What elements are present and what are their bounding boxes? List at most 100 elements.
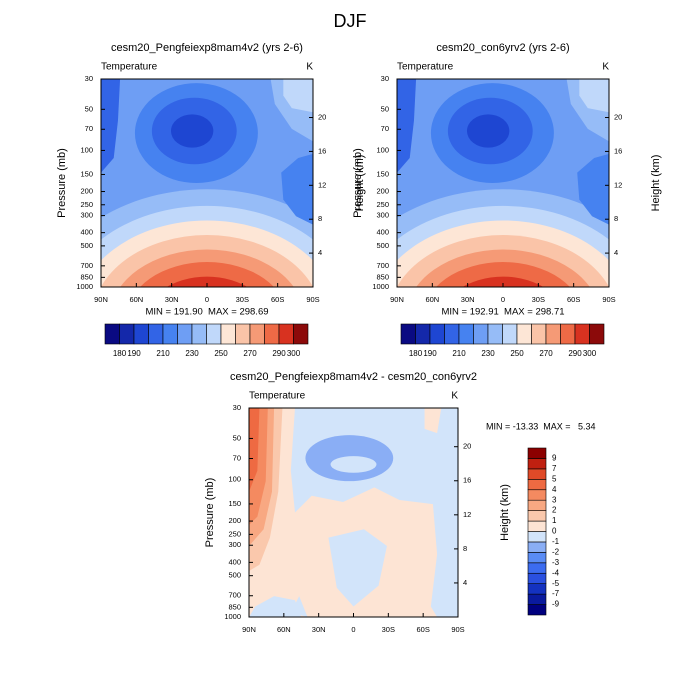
colorbar-box	[527, 479, 547, 491]
colorbar-label: 290	[568, 349, 582, 358]
colorbar-box	[531, 323, 547, 345]
y-tick-label: 400	[80, 228, 93, 237]
y-tick-label: 700	[228, 591, 241, 600]
contour-region	[281, 153, 313, 225]
x-tick-label: 30N	[165, 295, 179, 304]
colorbar-label: 2	[552, 506, 557, 515]
y2-axis-label: Height (km)	[499, 484, 511, 541]
y-tick-label: 200	[228, 516, 241, 525]
y2-tick-label: 4	[614, 248, 618, 257]
x-tick-label: 60N	[277, 625, 291, 634]
contour-region	[579, 79, 609, 113]
x-tick-label: 30N	[461, 295, 475, 304]
y-tick-label: 500	[376, 241, 389, 250]
colorbar-box	[473, 323, 489, 345]
colorbar-box	[527, 583, 547, 595]
y-tick-label: 1000	[372, 282, 389, 291]
colorbar-box	[458, 323, 474, 345]
colorbar-box	[527, 531, 547, 543]
y2-tick-label: 4	[318, 248, 322, 257]
x-tick-label: 30S	[532, 295, 545, 304]
colorbar-label: 250	[214, 349, 228, 358]
colorbar-label: 300	[287, 349, 301, 358]
colorbar-box	[545, 323, 561, 345]
y-tick-label: 250	[80, 200, 93, 209]
y2-axis-label: Height (km)	[650, 155, 662, 212]
y-tick-label: 250	[376, 200, 389, 209]
colorbar-label: 1	[552, 516, 557, 525]
y-tick-label: 30	[381, 74, 389, 83]
colorbar-box	[560, 323, 576, 345]
y-tick-label: 1000	[224, 612, 241, 621]
x-tick-label: 90N	[390, 295, 404, 304]
figure-title: DJF	[334, 11, 367, 31]
y-tick-label: 30	[233, 403, 241, 412]
y-tick-label: 400	[228, 557, 241, 566]
y2-tick-label: 12	[614, 180, 622, 189]
colorbar-label: 190	[423, 349, 437, 358]
y2-tick-label: 8	[463, 544, 467, 553]
y-tick-label: 70	[381, 124, 389, 133]
right-label: K	[602, 62, 609, 73]
colorbar-label: 300	[583, 349, 597, 358]
y2-tick-label: 12	[463, 510, 471, 519]
colorbar-box	[527, 499, 547, 511]
y-tick-label: 50	[381, 104, 389, 113]
colorbar-label: 0	[552, 527, 557, 536]
colorbar-box	[191, 323, 207, 345]
contour-region	[170, 114, 214, 148]
contour-region	[249, 408, 260, 492]
x-tick-label: 90S	[451, 625, 464, 634]
y-tick-label: 400	[376, 228, 389, 237]
colorbar-box	[119, 323, 135, 345]
x-tick-label: 30S	[382, 625, 395, 634]
y-tick-label: 50	[85, 104, 93, 113]
y-tick-label: 100	[376, 145, 389, 154]
y-tick-label: 850	[376, 272, 389, 281]
y-tick-label: 500	[228, 571, 241, 580]
colorbar-box	[527, 552, 547, 564]
y-tick-label: 100	[80, 145, 93, 154]
colorbar-box	[235, 323, 251, 345]
y-axis-label: Pressure (mb)	[352, 148, 364, 218]
colorbar-box	[220, 323, 236, 345]
colorbar-label: -1	[552, 537, 560, 546]
y-tick-label: 200	[376, 187, 389, 196]
colorbar-box	[415, 323, 431, 345]
y2-tick-label: 20	[318, 113, 326, 122]
colorbar-label: 5	[552, 474, 557, 483]
colorbar-label: 3	[552, 495, 557, 504]
colorbar-box	[527, 458, 547, 470]
colorbar-label: 180	[409, 349, 423, 358]
y2-tick-label: 20	[614, 113, 622, 122]
x-tick-label: 60S	[567, 295, 580, 304]
colorbar-label: 290	[272, 349, 286, 358]
y-tick-label: 70	[85, 124, 93, 133]
stats: MIN = 192.91 MAX = 298.71	[441, 307, 564, 318]
y-tick-label: 250	[228, 529, 241, 538]
colorbar-label: 230	[185, 349, 199, 358]
colorbar-label: -5	[552, 579, 560, 588]
panel-title: cesm20_Pengfeiexp8mam4v2 (yrs 2-6)	[111, 42, 303, 54]
colorbar-box	[527, 520, 547, 532]
y-tick-label: 700	[80, 261, 93, 270]
x-tick-label: 60N	[425, 295, 439, 304]
colorbar-box	[133, 323, 149, 345]
x-tick-label: 90S	[602, 295, 615, 304]
colorbar-box	[527, 572, 547, 584]
y-tick-label: 700	[376, 261, 389, 270]
y-tick-label: 30	[85, 74, 93, 83]
x-tick-label: 90S	[306, 295, 319, 304]
y-tick-label: 70	[233, 453, 241, 462]
right-label: K	[306, 62, 313, 73]
y-tick-label: 150	[228, 499, 241, 508]
y2-tick-label: 12	[318, 180, 326, 189]
colorbar-box	[589, 323, 605, 345]
colorbar-label: 270	[539, 349, 553, 358]
y-tick-label: 150	[80, 169, 93, 178]
y-tick-label: 850	[80, 272, 93, 281]
y2-axis-label: Height (km)	[354, 155, 366, 212]
y-axis-label: Pressure (mb)	[204, 478, 216, 548]
colorbar-box	[177, 323, 193, 345]
